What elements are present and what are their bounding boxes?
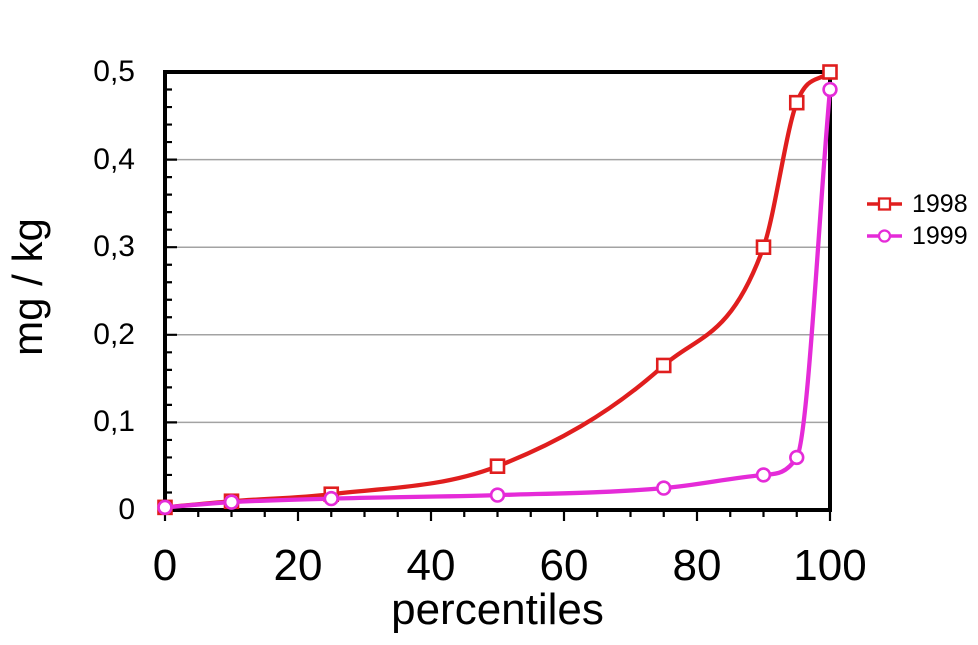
series-line-1998 <box>162 69 833 510</box>
marker-circle-1999 <box>223 494 240 510</box>
x-axis-title: percentiles <box>391 585 604 634</box>
legend-marker-1998-square-icon <box>867 197 902 211</box>
series-line-1999 <box>162 87 833 510</box>
axis-ticks <box>163 88 832 521</box>
marker-circle-1999 <box>157 499 173 516</box>
x-tick-label-100: 100 <box>793 541 867 590</box>
marker-circle-1999 <box>755 467 772 483</box>
marker-circle-1999 <box>789 449 805 466</box>
legend: 1998 1999 <box>866 188 968 252</box>
y-tick-label-0,2: 0,2 <box>93 317 135 351</box>
marker-square-1998 <box>489 458 506 475</box>
y-axis-title: mg / kg <box>4 218 51 356</box>
x-tick-label-40: 40 <box>406 541 456 590</box>
marker-circle-1999 <box>822 81 838 98</box>
y-tick-label-0: 0 <box>118 493 135 526</box>
legend-label-1999: 1999 <box>912 221 968 250</box>
legend-label-1998: 1998 <box>912 189 968 218</box>
marker-square-1998 <box>788 94 805 111</box>
y-tick-label-0,4: 0,4 <box>93 142 135 176</box>
legend-item-1998: 1998 <box>866 188 968 220</box>
legend-marker-1999-circle-icon <box>867 229 902 243</box>
marker-square-1998 <box>655 357 672 374</box>
plot-frame <box>163 70 832 512</box>
x-tick-label-80: 80 <box>672 541 722 590</box>
marker-square-1998 <box>755 239 772 255</box>
legend-item-1999: 1999 <box>866 220 968 252</box>
x-tick-label-0: 0 <box>152 541 178 590</box>
x-tick-label-60: 60 <box>539 541 589 590</box>
marker-circle-1999 <box>489 487 506 503</box>
marker-circle-1999 <box>656 480 672 496</box>
y-tick-label-0,5: 0,5 <box>93 55 135 88</box>
marker-square-1998 <box>822 64 838 80</box>
marker-circle-1999 <box>323 490 339 507</box>
y-tick-label-0,3: 0,3 <box>93 230 135 264</box>
x-tick-label-20: 20 <box>273 541 323 590</box>
y-tick-label-0,1: 0,1 <box>93 405 135 439</box>
